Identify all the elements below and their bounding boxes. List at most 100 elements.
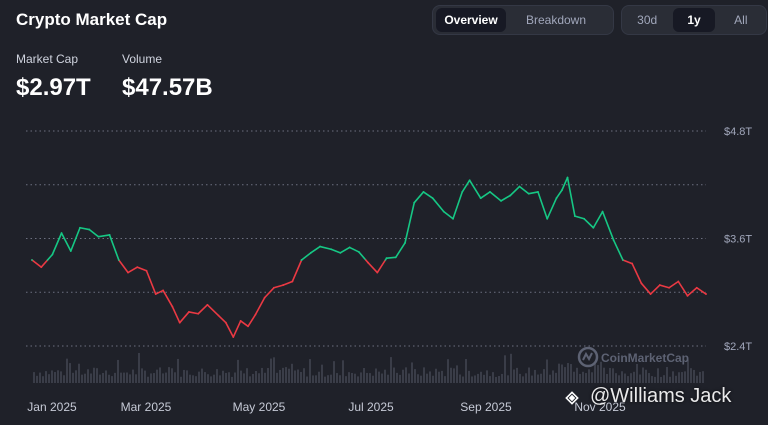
price-point xyxy=(631,262,634,265)
price-segment xyxy=(649,284,661,295)
volume-bar xyxy=(213,374,215,383)
volume-bar xyxy=(276,372,278,383)
price-point xyxy=(319,245,321,248)
price-segment xyxy=(537,191,548,220)
price-segment xyxy=(232,320,242,338)
volume-bar xyxy=(357,376,359,383)
volume-bar xyxy=(69,363,71,383)
price-point xyxy=(309,251,312,254)
volume-bar xyxy=(39,372,41,383)
volume-bar xyxy=(552,370,554,383)
price-segment xyxy=(546,197,558,220)
volume-bar xyxy=(387,374,389,383)
volume-bar xyxy=(564,367,566,383)
volume-bar xyxy=(324,376,326,383)
volume-bar xyxy=(594,363,596,383)
volume-bar xyxy=(147,376,149,383)
volume-bar xyxy=(495,376,497,383)
volume-bar xyxy=(360,372,362,383)
price-segment xyxy=(300,252,312,261)
volume-bar xyxy=(36,375,38,383)
volume-bar xyxy=(354,373,356,383)
volume-bar xyxy=(588,369,590,383)
volume-bar xyxy=(567,363,569,383)
volume-bar xyxy=(228,372,230,383)
volume-bar xyxy=(627,376,629,383)
price-point xyxy=(206,303,209,306)
volume-bar xyxy=(669,376,671,383)
price-segment xyxy=(339,246,351,254)
volume-bar xyxy=(162,373,164,383)
volume-bar xyxy=(93,367,95,383)
price-point xyxy=(263,296,266,299)
volume-bar xyxy=(597,365,599,383)
volume-bar xyxy=(234,372,236,383)
volume-bar xyxy=(300,371,302,383)
y-tick-label: $4.8T xyxy=(724,126,752,138)
market-cap-label: Market Cap xyxy=(16,52,79,66)
volume-bar xyxy=(174,372,176,383)
price-segment xyxy=(273,284,284,289)
price-point xyxy=(658,284,661,286)
volume-bar xyxy=(636,363,638,383)
price-segment xyxy=(171,305,181,324)
price-point xyxy=(330,248,333,251)
volume-bar xyxy=(702,371,704,383)
price-segment xyxy=(162,289,174,308)
volume-bar xyxy=(486,370,488,383)
price-point xyxy=(282,284,285,286)
volume-bar xyxy=(240,370,242,383)
price-point xyxy=(479,197,482,200)
volume-bar xyxy=(573,371,575,383)
volume-bar xyxy=(411,362,413,383)
volume-bar xyxy=(372,375,374,383)
price-segment xyxy=(217,314,227,324)
volume-bar xyxy=(129,374,131,383)
volume-bar xyxy=(303,368,305,383)
volume-bar xyxy=(483,374,485,383)
volume-bar xyxy=(297,369,299,383)
volume-bar xyxy=(66,358,68,383)
volume-bar xyxy=(522,376,524,383)
price-segment xyxy=(489,191,502,202)
price-point xyxy=(367,261,369,264)
volume-bar xyxy=(657,368,659,383)
price-segment xyxy=(145,269,157,295)
price-segment xyxy=(677,280,689,297)
volume-bar xyxy=(102,372,104,383)
range-1y[interactable]: 1y xyxy=(673,8,715,32)
tab-overview[interactable]: Overview xyxy=(436,8,506,32)
volume-bar xyxy=(492,372,494,383)
volume-bar xyxy=(423,367,425,383)
tab-breakdown[interactable]: Breakdown xyxy=(525,13,587,27)
price-segment xyxy=(225,321,235,338)
volume-bar xyxy=(444,376,446,383)
price-segment xyxy=(612,239,624,261)
volume-bar xyxy=(624,373,626,383)
price-segment xyxy=(686,286,698,297)
volume-bar xyxy=(432,375,434,383)
volume-bar xyxy=(504,355,506,383)
volume-bar xyxy=(204,372,206,383)
price-segment xyxy=(601,210,615,242)
price-point xyxy=(394,256,397,259)
price-point xyxy=(509,194,512,197)
volume-bar xyxy=(606,373,608,383)
volume-bar xyxy=(252,373,254,383)
coinmarketcap-logo-icon xyxy=(577,346,599,368)
price-point xyxy=(254,313,257,316)
price-point xyxy=(60,232,63,235)
market-cap-value: $2.97T xyxy=(16,74,91,101)
range-all[interactable]: All xyxy=(734,13,748,27)
volume-bar xyxy=(600,361,602,383)
x-tick-label: Jan 2025 xyxy=(27,400,77,414)
price-point xyxy=(452,217,454,220)
price-segment xyxy=(442,210,454,220)
price-point xyxy=(413,201,416,204)
price-point xyxy=(145,269,148,272)
range-30d[interactable]: 30d xyxy=(637,13,658,27)
volume-bar xyxy=(312,375,314,383)
price-segment xyxy=(668,280,680,289)
price-segment xyxy=(60,232,72,252)
